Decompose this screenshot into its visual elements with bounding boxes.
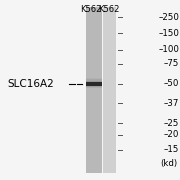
Text: –100: –100 [158, 45, 179, 54]
Text: –20: –20 [164, 130, 179, 139]
Bar [86, 79, 102, 80]
Text: –50: –50 [164, 79, 179, 88]
Text: –37: –37 [164, 99, 179, 108]
Text: –15: –15 [164, 145, 179, 154]
Text: –25: –25 [164, 119, 179, 128]
Text: –250: –250 [158, 13, 179, 22]
Text: K562: K562 [80, 4, 102, 14]
Text: SLC16A2: SLC16A2 [7, 79, 54, 89]
Text: –75: –75 [164, 59, 179, 68]
Bar [86, 80, 102, 82]
Bar [86, 7, 102, 173]
Bar [86, 82, 102, 86]
Bar [86, 86, 102, 87]
Bar [86, 87, 102, 88]
Text: –150: –150 [158, 29, 179, 38]
Text: (kd): (kd) [160, 159, 177, 168]
Bar [86, 78, 102, 79]
Bar [103, 7, 116, 173]
Text: K562: K562 [98, 4, 120, 14]
